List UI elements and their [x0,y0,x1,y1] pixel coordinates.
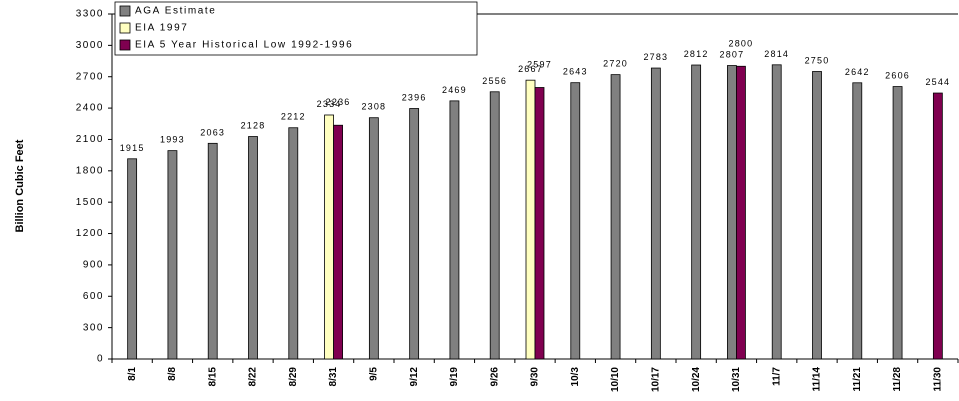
value-label: 2334 [317,99,342,109]
bar [852,82,863,360]
x-tick-label: 11/28 [892,367,903,392]
value-label: 2720 [603,59,628,69]
x-tick-label: 9/12 [409,367,420,387]
bar [534,87,545,360]
x-tick-label: 11/7 [771,367,782,386]
value-label: 2783 [643,52,668,62]
legend-swatch [119,5,131,17]
x-tick-label: 9/5 [368,367,379,381]
legend-label: AGA Estimate [135,6,216,17]
y-tick-label: 0 [97,354,104,365]
x-tick-label: 10/24 [691,367,702,392]
value-label: 2667 [518,64,543,74]
bar [449,100,460,360]
x-tick-label: 9/26 [489,367,500,387]
bar [489,91,500,360]
value-label: 2128 [241,121,266,131]
x-tick-label: 8/15 [207,367,218,387]
value-label: 2544 [925,77,950,87]
value-label: 2750 [805,56,830,66]
bar [736,65,746,360]
value-label: 2814 [764,49,789,59]
y-tick-label: 900 [83,260,104,271]
bar [207,142,218,360]
legend-label: EIA 1997 [135,23,188,34]
y-tick-label: 2700 [76,71,104,82]
x-tick-label: 10/10 [610,367,621,392]
bar [248,136,258,360]
value-label: 2642 [845,67,870,77]
y-tick-label: 1800 [76,165,104,176]
x-tick-label: 9/30 [530,367,541,387]
bar [409,108,420,360]
bar [892,86,903,360]
value-label: 2212 [281,112,306,122]
value-label: 2800 [729,38,754,48]
x-tick-label: 10/3 [570,367,581,387]
value-label: 2308 [361,102,386,112]
bar [771,64,782,360]
y-tick-label: 600 [83,291,104,302]
value-label: 2469 [442,85,467,95]
y-tick-label: 1500 [76,197,104,208]
legend-swatch [119,39,131,51]
x-tick-label: 11/14 [812,367,823,392]
value-label: 2643 [563,67,588,77]
y-tick-label: 3000 [76,40,104,51]
y-tick-label: 2100 [76,134,104,145]
value-label: 2236 [326,97,351,107]
value-label: 1915 [120,143,145,153]
bar [727,65,737,360]
bar [610,74,621,360]
x-tick-label: 8/29 [288,367,299,387]
x-tick-label: 9/19 [449,367,460,387]
x-tick-label: 8/22 [248,367,259,387]
x-tick-label: 11/30 [932,367,943,392]
legend-box [114,1,478,56]
value-label: 2812 [684,49,709,59]
bar [167,150,178,360]
legend-swatch [119,22,131,34]
x-tick-label: 11/21 [852,367,863,392]
x-tick-label: 8/31 [328,367,339,387]
x-tick-label: 10/31 [731,367,742,392]
value-label: 1993 [160,135,185,145]
x-tick-label: 10/17 [650,367,661,392]
bar [368,117,379,360]
value-label: 2807 [720,50,745,60]
value-label: 2396 [402,93,427,103]
bar [127,158,138,360]
value-label: 2063 [200,127,225,137]
value-label: 2556 [482,76,507,86]
legend-label: EIA 5 Year Historical Low 1992-1996 [135,40,353,51]
bar [333,124,343,360]
bar [650,67,661,360]
bar [570,82,581,360]
bar [324,114,334,360]
value-label: 2597 [527,59,552,69]
bar [691,64,702,360]
bar [812,71,822,360]
value-label: 2606 [885,71,910,81]
bar [288,127,299,360]
x-tick-label: 8/8 [167,367,178,381]
y-tick-label: 3300 [76,9,104,20]
y-tick-label: 2400 [76,103,104,114]
y-tick-label: 1200 [76,228,104,239]
bar [932,92,943,360]
x-tick-label: 8/1 [127,367,138,381]
y-tick-label: 300 [83,322,104,333]
y-axis-label: Billion Cubic Feet [14,139,26,232]
bar [525,79,536,360]
